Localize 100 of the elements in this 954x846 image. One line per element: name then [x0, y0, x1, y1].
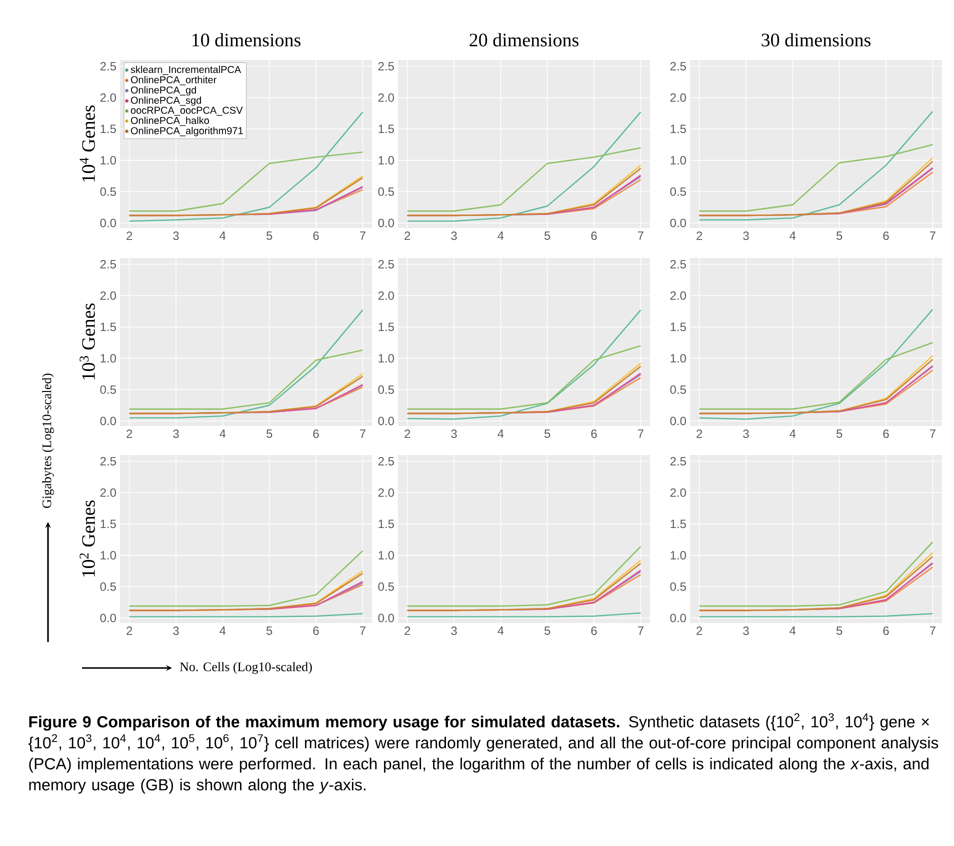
y-axis-title: 10$^{2}$ Genes	[80, 500, 95, 577]
y-tick-label: 1.0	[100, 354, 116, 363]
y-tick-label: 1.5	[670, 124, 686, 134]
y-tick-label: 1.5	[378, 322, 394, 332]
y-axis-title: 10$^{4}$ Genes	[80, 105, 95, 182]
x-tick-label: 3	[173, 232, 179, 240]
x-tick-label: 7	[360, 232, 366, 240]
y-tick-label: 1.5	[100, 124, 116, 134]
y-tick-label: 2.0	[100, 93, 116, 102]
x-tick-label: 7	[360, 430, 366, 438]
y-tick-label: 2.0	[378, 488, 394, 497]
x-tick-label: 5	[266, 232, 272, 240]
text: No. Cells (Log10-scaled)	[180, 662, 312, 674]
x-tick-label: 3	[451, 232, 457, 240]
y-tick-label: 0.5	[100, 582, 116, 591]
x-tick-label: 4	[220, 430, 226, 438]
y-tick-label: 0.5	[670, 187, 686, 196]
x-tick-label: 3	[743, 626, 749, 636]
y-tick-label: 2.0	[670, 93, 686, 102]
x-tick-label: 5	[544, 626, 550, 635]
x-tick-label: 6	[313, 232, 319, 240]
x-tick-label: 2	[126, 430, 132, 438]
text: Figure 9 Comparison of the maximum memory usage for simulated datasets. Synthetic datasets ({10$^{2}$, 10$^{3}$, 10$^{4}$} gene × {10$^{2}$, 10$^{3}$, 10$^{4}$, 10$^{4}$, 10$^{5}$, 10$^{6}$, 10$^{7}$} cell matrices) were randomly generated, and all the out-of-core principal component analysis (PCA) implementations were performed. In each panel, the logarithm of the number of cells is indicated along the x-axis, and memory usage (GB) is shown along the y-axis.	[28, 713, 938, 794]
y-tick-label: 2.0	[100, 291, 116, 300]
y-tick-label: 0.5	[100, 187, 116, 196]
x-tick-label: 5	[544, 430, 550, 438]
y-tick-label: 0.0	[100, 416, 116, 426]
x-tick-label: 2	[696, 626, 702, 635]
y-tick-label: 2.5	[100, 260, 116, 269]
x-tick-label: 4	[498, 430, 504, 438]
x-tick-label: 2	[126, 232, 132, 240]
y-tick-label: 2.5	[378, 457, 394, 466]
x-tick-label: 7	[638, 430, 644, 438]
x-tick-label: 6	[591, 232, 597, 240]
y-tick-label: 0.0	[100, 614, 116, 622]
y-tick-label: 1.0	[100, 551, 116, 560]
y-tick-label: 2.5	[100, 62, 116, 71]
x-tick-label: 4	[790, 430, 796, 438]
legend-label: OnlinePCA_algorithm971	[130, 126, 243, 136]
text: Gigabytes (Log10-scaled)	[42, 374, 54, 508]
y-tick-label: 0.0	[378, 614, 394, 622]
x-tick-label: 7	[360, 626, 366, 635]
x-tick-label: 6	[883, 430, 889, 438]
y-tick-label: 0.0	[670, 416, 686, 426]
x-tick-label: 3	[451, 626, 457, 636]
x-tick-label: 5	[266, 430, 272, 438]
x-tick-label: 5	[836, 232, 842, 240]
x-tick-label: 2	[126, 626, 132, 635]
y-tick-label: 1.0	[670, 551, 686, 560]
chart-title: 10 dimensions	[192, 33, 300, 46]
y-tick-label: 1.5	[100, 520, 116, 528]
x-tick-label: 3	[173, 430, 179, 438]
y-tick-label: 2.5	[670, 457, 686, 466]
y-axis-title: 10$^{3}$ Genes	[80, 303, 95, 380]
x-tick-label: 3	[451, 430, 457, 438]
y-tick-label: 0.0	[670, 614, 686, 622]
x-tick-label: 6	[313, 430, 319, 438]
y-tick-label: 0.0	[100, 218, 116, 228]
x-tick-label: 7	[930, 232, 936, 240]
x-tick-label: 4	[790, 232, 796, 240]
y-tick-label: 2.5	[670, 62, 686, 71]
x-tick-label: 2	[404, 430, 410, 438]
y-tick-label: 2.0	[670, 291, 686, 300]
x-tick-label: 2	[404, 626, 410, 635]
y-tick-label: 0.5	[378, 187, 394, 196]
y-tick-label: 2.5	[378, 260, 394, 269]
chart-title: 20 dimensions	[470, 33, 578, 46]
legend-label: OnlinePCA_halko	[130, 116, 209, 126]
y-tick-label: 2.5	[100, 457, 116, 466]
x-tick-label: 3	[743, 232, 749, 240]
legend-label: sklearn_IncrementalPCA	[130, 66, 242, 75]
legend-label: OnlinePCA_orthiter	[130, 76, 216, 86]
x-tick-label: 6	[591, 430, 597, 438]
x-tick-label: 2	[696, 430, 702, 438]
y-tick-label: 1.5	[670, 520, 686, 528]
y-tick-label: 0.5	[378, 582, 394, 591]
y-tick-label: 1.5	[670, 322, 686, 332]
y-tick-label: 1.0	[378, 354, 394, 363]
y-tick-label: 2.0	[670, 488, 686, 497]
x-tick-label: 7	[638, 626, 644, 635]
x-tick-label: 7	[930, 430, 936, 438]
y-tick-label: 0.0	[378, 218, 394, 228]
legend-label: oocRPCA_oocPCA_CSV	[130, 106, 243, 116]
y-tick-label: 1.0	[378, 156, 394, 165]
x-tick-label: 5	[544, 232, 550, 240]
x-tick-label: 4	[220, 626, 226, 635]
y-tick-label: 2.0	[378, 291, 394, 300]
x-tick-label: 5	[836, 626, 842, 635]
y-tick-label: 2.5	[670, 260, 686, 269]
x-tick-label: 6	[313, 626, 319, 636]
y-tick-label: 2.5	[378, 62, 394, 71]
x-tick-label: 6	[883, 626, 889, 636]
legend-label: OnlinePCA_gd	[130, 86, 196, 96]
x-tick-label: 4	[790, 626, 796, 635]
y-tick-label: 1.0	[100, 156, 116, 165]
y-tick-label: 0.0	[670, 218, 686, 228]
x-tick-label: 7	[930, 626, 936, 635]
y-tick-label: 1.0	[378, 551, 394, 560]
x-tick-label: 3	[743, 430, 749, 438]
x-tick-label: 4	[498, 232, 504, 240]
